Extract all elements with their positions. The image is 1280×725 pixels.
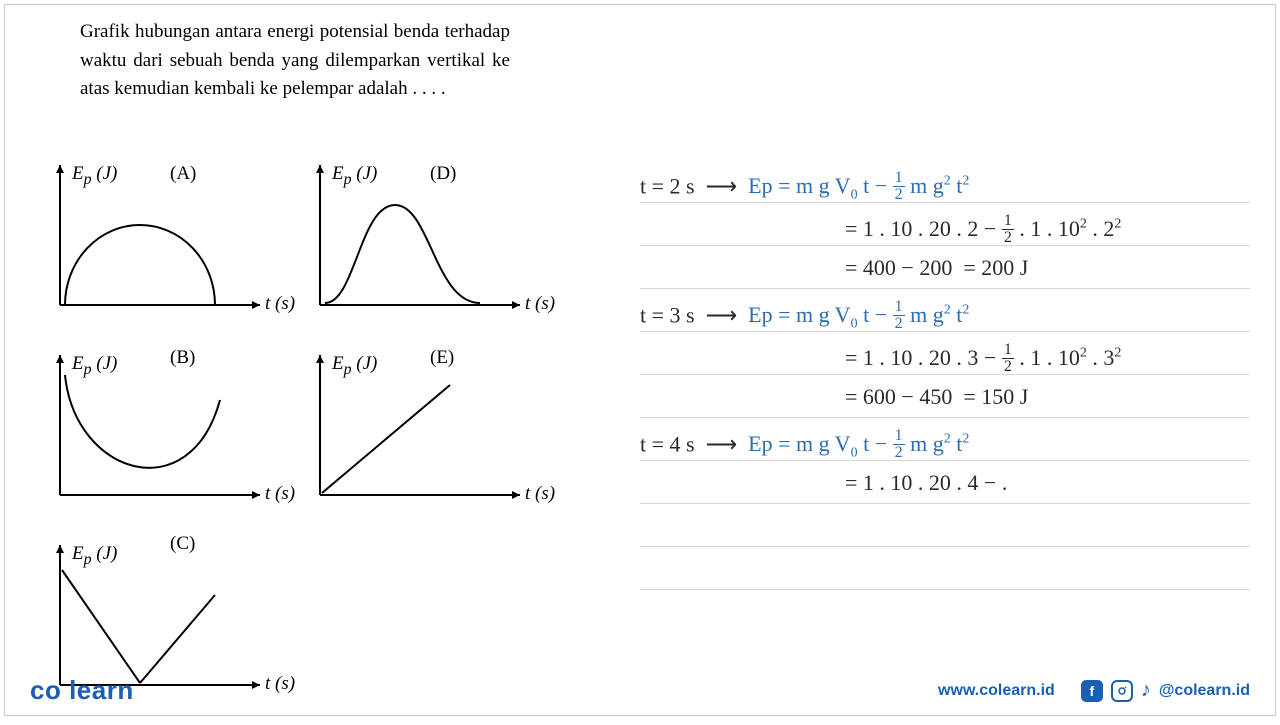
- logo: co learn: [30, 675, 134, 706]
- graph-e: Ep (J) (E) t (s): [300, 345, 560, 525]
- solution-line-6: = 600 − 450 = 150 J: [640, 375, 1250, 418]
- graph-b-ylabel: Ep (J): [72, 353, 117, 379]
- graph-c-option: (C): [170, 533, 195, 555]
- solution-line-8: = 1 . 10 . 20 . 4 − .: [640, 461, 1250, 504]
- solution-line-1: t = 2 s ⟶ Ep = m g V0 t − 12 m g2 t2: [640, 160, 1250, 203]
- graph-e-option: (E): [430, 347, 454, 369]
- graph-a: Ep (J) (A) t (s): [40, 155, 300, 335]
- solution-line-3: = 400 − 200 = 200 J: [640, 246, 1250, 289]
- tiktok-icon: ♪: [1141, 679, 1151, 702]
- solution-line-2: = 1 . 10 . 20 . 2 − 12 . 1 . 102 . 22: [640, 203, 1250, 246]
- graph-c-ylabel: Ep (J): [72, 543, 117, 569]
- question-text: Grafik hubungan antara energi potensial …: [80, 18, 510, 104]
- instagram-icon: [1111, 680, 1133, 702]
- graph-a-xlabel: t (s): [265, 293, 295, 315]
- graph-a-ylabel: Ep (J): [72, 163, 117, 189]
- graph-b-option: (B): [170, 347, 195, 369]
- graphs-container: Ep (J) (A) t (s) Ep (J) (D) t (s): [40, 155, 600, 725]
- footer-url: www.colearn.id: [938, 682, 1055, 700]
- graph-d-xlabel: t (s): [525, 293, 555, 315]
- graph-a-option: (A): [170, 163, 196, 185]
- graph-d: Ep (J) (D) t (s): [300, 155, 560, 335]
- graph-e-xlabel: t (s): [525, 483, 555, 505]
- footer: co learn www.colearn.id f ♪ @colearn.id: [30, 675, 1250, 706]
- graph-e-ylabel: Ep (J): [332, 353, 377, 379]
- solution-line-10: [640, 547, 1250, 590]
- facebook-icon: f: [1081, 680, 1103, 702]
- solution-area: t = 2 s ⟶ Ep = m g V0 t − 12 m g2 t2 = 1…: [640, 160, 1250, 590]
- solution-line-4: t = 3 s ⟶ Ep = m g V0 t − 12 m g2 t2: [640, 289, 1250, 332]
- footer-handle: @colearn.id: [1159, 682, 1250, 700]
- graph-d-ylabel: Ep (J): [332, 163, 377, 189]
- solution-line-7: t = 4 s ⟶ Ep = m g V0 t − 12 m g2 t2: [640, 418, 1250, 461]
- solution-line-5: = 1 . 10 . 20 . 3 − 12 . 1 . 102 . 32: [640, 332, 1250, 375]
- footer-right: www.colearn.id f ♪ @colearn.id: [938, 679, 1250, 702]
- footer-social: f ♪ @colearn.id: [1081, 679, 1250, 702]
- graph-b: Ep (J) (B) t (s): [40, 345, 300, 525]
- solution-line-9: [640, 504, 1250, 547]
- graph-d-option: (D): [430, 163, 456, 185]
- graph-b-xlabel: t (s): [265, 483, 295, 505]
